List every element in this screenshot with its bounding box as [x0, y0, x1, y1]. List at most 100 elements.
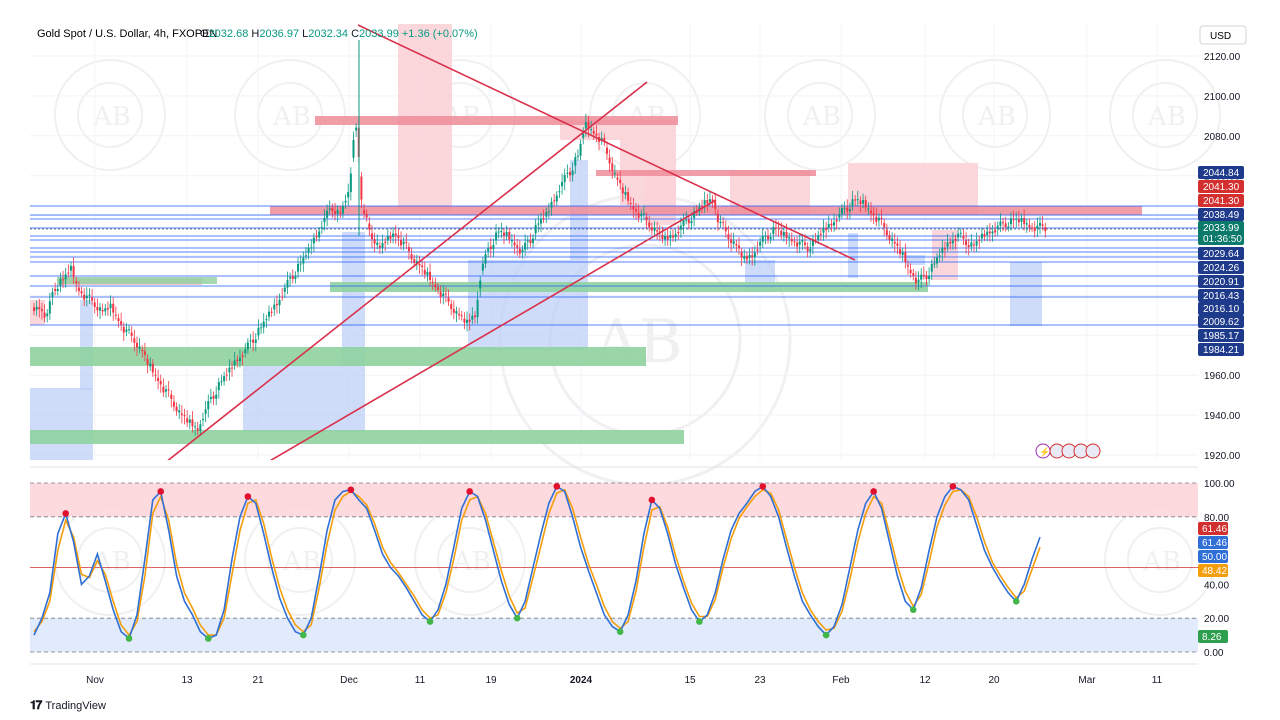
- event-icons[interactable]: ⚡: [1035, 443, 1101, 459]
- buy-signal-dot: [513, 614, 521, 622]
- candle-body: [767, 235, 770, 240]
- candle-body: [130, 332, 133, 336]
- candle-body: [759, 241, 762, 246]
- candle-body: [925, 275, 928, 280]
- candle-body: [576, 155, 579, 157]
- zones-layer: [30, 24, 1198, 460]
- candle-body: [458, 313, 461, 316]
- price-badge-label: 2038.49: [1203, 210, 1240, 221]
- time-tick-label: 13: [181, 675, 193, 686]
- candle-body: [1012, 219, 1015, 221]
- candle-body: [415, 261, 418, 264]
- candle-body: [1009, 218, 1012, 225]
- short-zone: [645, 170, 676, 225]
- candle-body: [252, 339, 255, 343]
- candle-body: [693, 211, 696, 218]
- candle-body: [460, 315, 463, 317]
- stochastic-readouts: 61.46 61.46 50.00 48.42 8.26: [1198, 522, 1228, 643]
- candle-body: [246, 342, 249, 350]
- currency-button[interactable]: [1199, 25, 1247, 45]
- candle-body: [426, 271, 429, 276]
- watermark-seal: [939, 59, 1051, 171]
- candle-body: [1039, 222, 1041, 226]
- candle-body: [529, 239, 532, 244]
- candle-body: [703, 200, 706, 205]
- price-badge-label: 1985.17: [1203, 331, 1240, 342]
- candle-body: [423, 269, 426, 275]
- price-badge: [1198, 302, 1244, 315]
- candle-body: [91, 297, 94, 301]
- header-symbol[interactable]: Gold Spot / U.S. Dollar, 4h, FXOPEN: [37, 28, 217, 40]
- candle-body: [613, 173, 616, 175]
- candle-body: [526, 240, 529, 242]
- candle-body: [840, 208, 843, 214]
- candle-body: [273, 304, 276, 310]
- candle-body: [141, 349, 144, 352]
- candle-body: [376, 242, 379, 245]
- candle-body: [1002, 222, 1005, 224]
- buy-signal-dot: [204, 635, 212, 642]
- candle-body: [1017, 219, 1020, 223]
- header-ohlc: O2032.68 H2036.97 L2032.34 C2033.99 +1.3…: [200, 28, 478, 40]
- trendlines-layer[interactable]: [166, 24, 856, 462]
- candle-body: [666, 235, 669, 240]
- long-zone: [848, 233, 858, 278]
- candle-body: [914, 277, 917, 284]
- candle-body: [365, 213, 368, 218]
- candle-body: [954, 239, 957, 241]
- candle-body: [436, 287, 439, 290]
- candle-body: [843, 207, 846, 209]
- candle-body: [1033, 227, 1036, 232]
- candle-body: [901, 251, 904, 256]
- candle-body: [59, 279, 62, 286]
- candle-body: [310, 247, 313, 249]
- candle-body: [524, 242, 527, 250]
- candle-body: [640, 213, 643, 217]
- time-axis[interactable]: Nov 13 21 Dec 11 19 2024 15 23 Feb 12 20 Mar 11: [86, 675, 1163, 686]
- candle-body: [265, 319, 268, 321]
- candle-body: [447, 297, 450, 302]
- candle-body: [959, 232, 962, 234]
- ohlc-part-3: 2036.97: [259, 28, 299, 40]
- candle-body: [294, 275, 297, 280]
- candle-body: [796, 242, 799, 247]
- candle-body: [418, 264, 421, 266]
- candle-body: [967, 245, 970, 248]
- candle-body: [175, 406, 178, 412]
- candle-body: [595, 133, 598, 136]
- candle-body: [943, 247, 946, 250]
- price-badge: [1198, 166, 1244, 179]
- candle-body: [555, 195, 558, 202]
- candle-body: [629, 203, 632, 205]
- stoch-readout-badge: [1198, 564, 1228, 577]
- candle-body: [938, 255, 941, 257]
- candle-body: [584, 122, 587, 129]
- candle-body: [748, 254, 751, 259]
- watermark-ab: AB: [1147, 102, 1186, 132]
- stoch-readout-label: 50.00: [1202, 552, 1227, 563]
- candle-body: [687, 219, 690, 224]
- candle-body: [389, 235, 392, 239]
- candle-body: [1044, 227, 1047, 232]
- price-badge-label: 2020.91: [1203, 277, 1240, 288]
- candle-body: [671, 235, 674, 238]
- price-badge-label: 1984.21: [1203, 345, 1240, 356]
- long-zone: [80, 300, 93, 390]
- candle-body: [793, 241, 796, 243]
- watermark-ab: AB: [272, 102, 311, 132]
- candle-body: [286, 279, 289, 288]
- candle-body: [608, 157, 611, 164]
- candle-body: [545, 212, 548, 217]
- candle-body: [170, 394, 173, 399]
- candle-body: [650, 227, 653, 231]
- candle-body: [542, 217, 545, 219]
- resistance-zone: [596, 170, 816, 176]
- candle-body: [120, 321, 123, 325]
- candle-body: [62, 279, 65, 281]
- tradingview-logo[interactable]: 𝟏𝟕 TradingView: [30, 698, 106, 713]
- price-badge-label: 2041.30: [1203, 182, 1240, 193]
- candle-body: [780, 230, 783, 235]
- candle-body: [133, 338, 136, 343]
- candle-body: [289, 276, 292, 279]
